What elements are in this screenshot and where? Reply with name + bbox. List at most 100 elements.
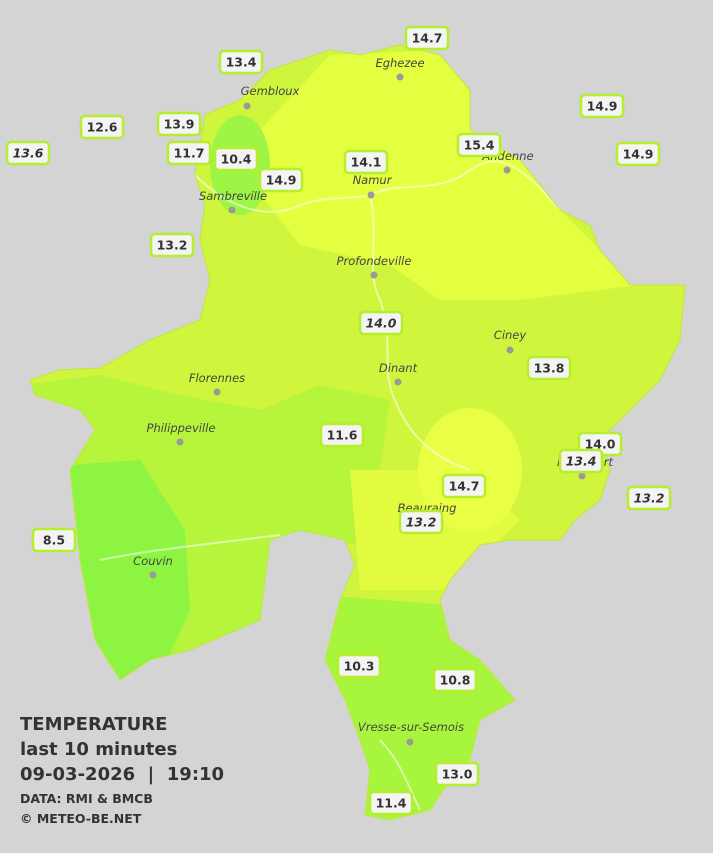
- station-box: [358, 310, 404, 336]
- station: 14.7: [404, 25, 450, 51]
- station-value: 14.9: [623, 147, 654, 162]
- station: 11.4: [368, 790, 414, 816]
- station: 13.4: [558, 448, 604, 474]
- station: 13.4: [218, 49, 264, 75]
- station-value: 14.7: [412, 31, 443, 46]
- legend-subtitle: last 10 minutes: [20, 739, 177, 760]
- city-dot: [149, 571, 157, 579]
- station-box: [579, 93, 625, 119]
- station-box: [166, 140, 212, 166]
- station-value: 13.2: [157, 238, 188, 253]
- station-value: 13.6: [13, 146, 44, 161]
- station-box: [156, 111, 202, 137]
- station-value: 10.4: [221, 152, 252, 167]
- city-label: Philippeville: [147, 421, 216, 435]
- city-label: Eghezee: [375, 56, 424, 70]
- city-label: Dinant: [379, 361, 418, 375]
- station: 13.8: [526, 355, 572, 381]
- station: 13.2: [626, 485, 672, 511]
- station-box: [615, 141, 661, 167]
- station-box: [258, 167, 304, 193]
- city-label: Gembloux: [241, 84, 300, 98]
- station: 13.6: [5, 140, 51, 166]
- station-box: [432, 667, 478, 693]
- city-label: Vresse-sur-Semois: [358, 720, 464, 734]
- station-value: 10.3: [344, 659, 375, 674]
- river: [369, 194, 471, 471]
- station-box: [404, 25, 450, 51]
- station-box: [558, 448, 604, 474]
- station-value: 11.7: [174, 146, 205, 161]
- station-value: 14.0: [585, 437, 616, 452]
- station-value: 11.4: [376, 796, 407, 811]
- city-dot: [367, 191, 375, 199]
- river: [99, 534, 281, 561]
- city-dot: [396, 73, 404, 81]
- station-value: 13.4: [226, 55, 257, 70]
- station-value: 8.5: [43, 533, 65, 548]
- station-box: [343, 149, 389, 175]
- station: 13.2: [149, 232, 195, 258]
- station-box: [213, 146, 259, 172]
- city-dot: [176, 438, 184, 446]
- stations: 14.7 13.4 14.9 12.6 13.9 13.6 11.7 10.4 15.4 14.9…: [5, 25, 672, 816]
- station-value: 13.2: [634, 491, 665, 506]
- legend-source: DATA: RMI & BMCB: [20, 791, 153, 806]
- station-value: 14.0: [366, 316, 397, 331]
- station-value: 15.4: [464, 138, 495, 153]
- station-box: [5, 140, 51, 166]
- station: 12.6: [79, 114, 125, 140]
- station-box: [336, 653, 382, 679]
- station: 15.4: [456, 132, 502, 158]
- station: 11.6: [319, 422, 365, 448]
- city-dot: [213, 388, 221, 396]
- station-box: [79, 114, 125, 140]
- station-value: 13.8: [534, 361, 565, 376]
- station: 14.9: [615, 141, 661, 167]
- station-box: [31, 527, 77, 553]
- city-label: Florennes: [189, 371, 245, 385]
- station: 13.2: [398, 509, 444, 535]
- station: 14.7: [441, 473, 487, 499]
- station-value: 14.9: [266, 173, 297, 188]
- station-box: [149, 232, 195, 258]
- river: [379, 739, 421, 811]
- city-dot: [394, 378, 402, 386]
- station: 10.4: [213, 146, 259, 172]
- city-dot: [506, 346, 514, 354]
- legend-copyright: © METEO-BE.NET: [20, 811, 142, 826]
- station-value: 14.9: [587, 99, 618, 114]
- station: 10.8: [432, 667, 478, 693]
- station-box: [434, 761, 480, 787]
- station-box: [218, 49, 264, 75]
- city-label: Ciney: [494, 328, 527, 342]
- city-label: Sambreville: [199, 189, 267, 203]
- station-box: [456, 132, 502, 158]
- legend: TEMPERATURE last 10 minutes 09-03-2026 |…: [20, 714, 224, 826]
- city-label: Namur: [353, 173, 393, 187]
- station: 13.0: [434, 761, 480, 787]
- station: 10.3: [336, 653, 382, 679]
- station-value: 14.1: [351, 155, 382, 170]
- zone-warm: [260, 50, 640, 300]
- station-value: 12.6: [87, 120, 118, 135]
- station-box: [526, 355, 572, 381]
- station-box: [441, 473, 487, 499]
- station-value: 14.7: [449, 479, 480, 494]
- station: 13.9: [156, 111, 202, 137]
- station-box: [368, 790, 414, 816]
- city-dot: [370, 271, 378, 279]
- station-value: 13.9: [164, 117, 195, 132]
- city-label: Couvin: [133, 554, 173, 568]
- city-dot: [228, 206, 236, 214]
- station: 14.0: [358, 310, 404, 336]
- station-value: 13.2: [406, 515, 437, 530]
- city-label: Profondeville: [337, 254, 412, 268]
- station: 14.9: [579, 93, 625, 119]
- station-value: 13.0: [442, 767, 473, 782]
- city-dot: [243, 102, 251, 110]
- legend-title: TEMPERATURE: [20, 714, 167, 735]
- station: 14.9: [258, 167, 304, 193]
- city-dot: [578, 472, 586, 480]
